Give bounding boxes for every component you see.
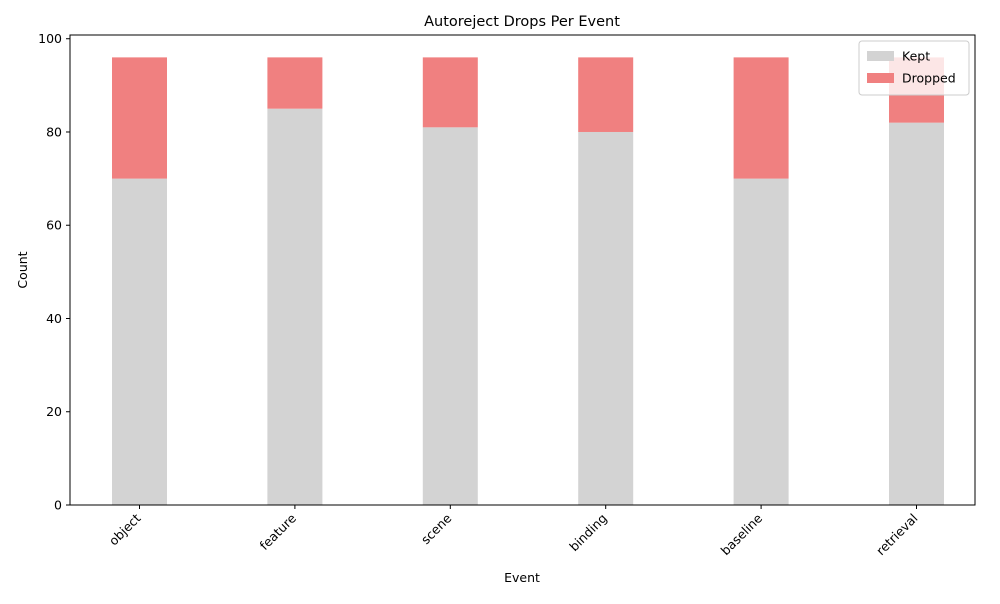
y-tick-label: 40 (46, 311, 62, 326)
axes-layer (69, 34, 976, 506)
bar-dropped-scene (422, 57, 478, 128)
x-tick-label-feature: feature (256, 510, 299, 553)
legend-label-kept: Kept (902, 49, 930, 64)
bar-dropped-object (112, 57, 167, 179)
bars-layer (112, 57, 944, 506)
bar-kept-retrieval (889, 122, 944, 506)
x-axis-label: Event (504, 570, 540, 585)
y-tick-label: 20 (46, 404, 62, 419)
y-tick-label: 80 (46, 124, 62, 139)
bar-dropped-feature (267, 57, 323, 109)
x-tick-label-baseline: baseline (718, 510, 766, 558)
bar-kept-baseline (733, 178, 789, 505)
legend: Kept Dropped (858, 40, 970, 96)
legend-label-dropped: Dropped (902, 71, 956, 86)
y-axis-label: Count (15, 251, 30, 288)
x-tick-label-binding: binding (566, 511, 610, 555)
bar-kept-feature (267, 108, 323, 506)
x-tick-label-scene: scene (418, 510, 455, 547)
y-tick-label: 100 (38, 31, 62, 46)
bar-dropped-binding (578, 57, 634, 132)
plot-frame (69, 34, 976, 506)
y-tick-label: 0 (54, 498, 62, 513)
x-tick-label-object: object (106, 510, 144, 548)
bar-kept-binding (578, 131, 634, 505)
legend-swatch-kept (867, 51, 894, 61)
bar-dropped-baseline (733, 57, 789, 179)
bar-kept-object (112, 178, 167, 505)
chart-title: Autoreject Drops Per Event (424, 14, 620, 30)
bar-kept-scene (422, 127, 478, 506)
legend-swatch-dropped (867, 73, 894, 83)
y-tick-label: 60 (46, 218, 62, 233)
x-tick-label-retrieval: retrieval (873, 511, 921, 559)
